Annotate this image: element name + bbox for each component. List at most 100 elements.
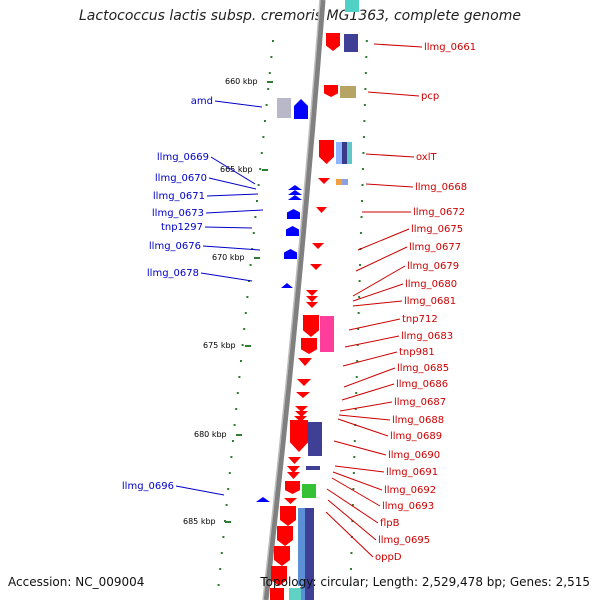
tick-right [356,344,359,346]
forward-gene-label: amd [191,96,213,107]
tick-right [358,296,361,298]
map-title: Lactococcus lactis subsp. cremoris MG136… [79,8,521,24]
gene-llmg-0675 [312,243,324,249]
tick-left [246,296,249,298]
gene-pcp-region [340,86,356,98]
forward-gene-label: llmg_0670 [155,173,207,184]
tick-left [267,88,270,90]
gene-small-forward [288,195,302,200]
forward-gene-label: llmg_0678 [147,268,199,279]
forward-genes [256,98,308,502]
forward-gene-label: tnp1297 [161,222,203,233]
tick-left [235,408,238,410]
gene-oppd-4 [271,566,287,586]
gene-llmg-0668 [318,178,330,184]
gene-llmg-0690 [290,420,308,452]
gene-llmg-0677 [310,264,322,270]
tick-left [268,72,271,74]
gene-llmg-0691 [288,457,301,464]
tick-left [219,568,222,570]
reverse-gene-label: llmg_0695 [378,535,430,546]
gene-amd [294,99,308,119]
gene-small-forward [288,185,302,190]
tick-left [270,56,273,58]
leader-line-reverse [325,511,374,558]
kbp-tick [225,521,231,523]
tick-right [361,184,364,186]
gene-small-forward [288,190,302,195]
tick-right [364,88,367,90]
tick-right [362,136,365,138]
backbone-highlight [262,0,321,600]
tick-left [264,120,266,122]
tick-right [360,216,363,218]
kbp-tick [236,434,242,436]
leader-line-reverse [348,318,401,331]
leader-line-reverse [337,418,389,437]
gene-llmg-0680 [306,296,318,302]
kbp-tick [267,81,273,83]
leader-line-reverse [341,383,395,401]
tick-left [236,392,239,394]
tick-left [243,328,246,330]
tick-left [262,136,265,138]
gene-amd-region [277,98,291,118]
leader-line-forward [200,272,253,282]
tick-right [363,120,366,122]
tick-right [363,104,366,106]
forward-gene-label: llmg_0696 [122,481,174,492]
gene-llmg-0676 [284,249,297,259]
gene-llmg-0688 [295,411,308,417]
tick-right [353,440,356,442]
tick-left [260,152,263,154]
forward-gene-labels: amd llmg_0669 llmg_0670 llmg_0671 llmg_0673t… [122,96,264,496]
gene-top-teal [345,0,359,12]
gene-tnp712 [303,315,319,337]
tick-right [359,264,362,266]
leader-line-forward [204,226,253,229]
reverse-gene-label: llmg_0679 [407,261,459,272]
gene-flpb-region [302,484,316,498]
tick-right [351,520,354,522]
leader-line-reverse [332,471,383,491]
kbp-label: 660 kbp [225,77,258,86]
leader-line-reverse [367,91,420,97]
gene-llmg-0687 [295,406,308,412]
kbp-label: 665 kbp [220,165,253,174]
reverse-gene-label: flpB [380,518,400,529]
gene-llmg-0661-region [344,34,358,52]
tick-left [240,360,242,362]
gene-llmg-0689 [294,416,307,422]
backbone-line [263,0,326,600]
tick-right [362,152,365,154]
leader-line-forward [208,177,257,190]
gene-llmg-0683 [301,338,317,354]
tick-left [222,536,225,538]
tick-right [350,552,353,554]
forward-gene-label: llmg_0676 [149,241,201,252]
gene-llmg-0686 [296,392,310,398]
leader-line-forward [210,156,256,185]
leader-line-forward [202,245,261,251]
tick-left [227,488,230,490]
leader-line-forward [214,100,263,108]
leader-line-reverse [352,283,404,302]
gene-llmg-0681 [306,302,318,308]
tick-left [241,344,244,346]
tick-right [364,72,367,74]
tick-right [349,584,352,586]
forward-gene-label: llmg_0671 [153,191,205,202]
gene-llmg-0685 [297,379,311,386]
genome-backbone [262,0,326,600]
tick-right [358,280,361,282]
gene-oppd [280,506,296,526]
reverse-gene-label: llmg_0689 [390,431,442,442]
tick-left [225,504,228,506]
tick-right [355,392,358,394]
kbp-label: 675 kbp [203,341,236,350]
leader-line-forward [206,193,259,197]
leader-line-reverse [352,300,403,307]
reverse-gene-label: llmg_0685 [397,363,449,374]
tick-left [217,584,220,586]
